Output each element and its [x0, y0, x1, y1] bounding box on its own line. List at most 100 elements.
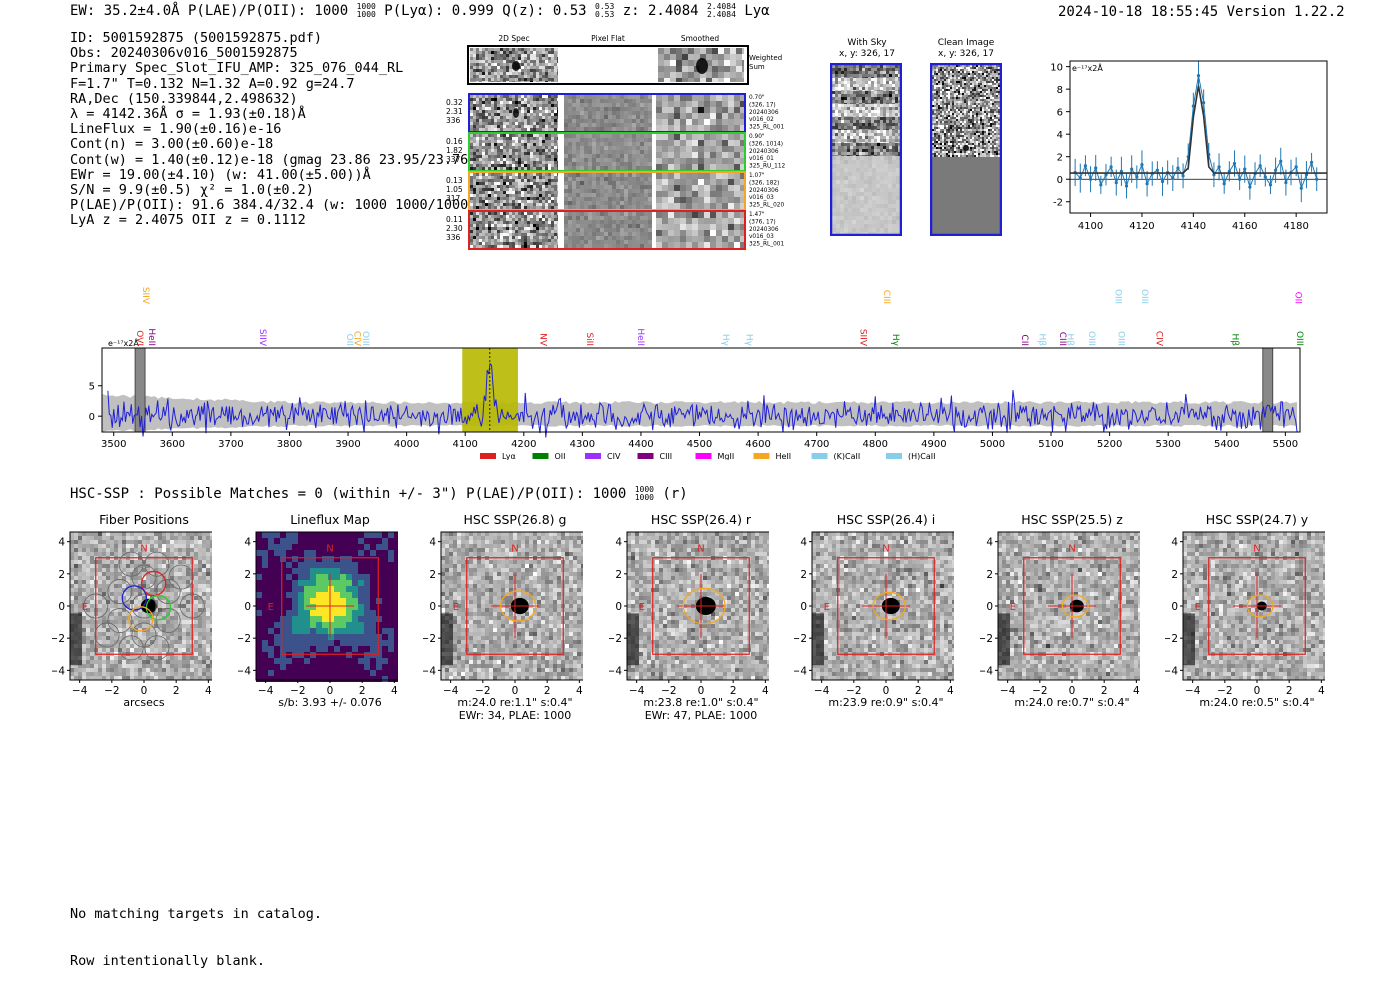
- fiber-left-label: 336: [446, 116, 461, 125]
- lineflux-cell: [286, 610, 292, 616]
- north-label: N: [1253, 544, 1260, 555]
- lineflux-cell: [292, 604, 298, 610]
- zoom-data-point: [1089, 178, 1092, 181]
- lineflux-cell: [274, 658, 280, 664]
- lineflux-cell: [298, 550, 304, 556]
- cutout-edge-source: [441, 613, 453, 665]
- lineflux-cell: [340, 586, 346, 592]
- lineflux-cell: [382, 646, 388, 652]
- lineflux-cell: [388, 658, 394, 664]
- lineflux-cell: [322, 646, 328, 652]
- lineflux-cell: [334, 640, 340, 646]
- lineflux-cell: [376, 532, 382, 538]
- lineflux-cell: [364, 610, 370, 616]
- lineflux-cell: [334, 532, 340, 538]
- lineflux-cell: [388, 676, 394, 682]
- lineflux-cell: [292, 640, 298, 646]
- lineflux-cell: [334, 538, 340, 544]
- lineflux-cell: [370, 640, 376, 646]
- spectrum-xtick-label: 4700: [804, 439, 829, 450]
- zoom-data-point: [1310, 161, 1313, 164]
- zoom-xtick-label: 4160: [1232, 221, 1257, 232]
- lineflux-cell: [262, 658, 268, 664]
- lineflux-cell: [316, 640, 322, 646]
- lineflux-cell: [292, 664, 298, 670]
- fiber-right-label: (326, 182): [749, 180, 779, 186]
- spectrum-line-label: Hβ: [1065, 333, 1075, 346]
- lineflux-cell: [376, 664, 382, 670]
- lineflux-cell: [286, 664, 292, 670]
- lineflux-cell: [370, 556, 376, 562]
- lineflux-cell: [328, 622, 334, 628]
- info-line: EWr = 19.00(±4.10) (w: 41.00(±5.00))Å: [70, 168, 476, 183]
- spectrum-xtick-label: 5100: [1038, 439, 1063, 450]
- lineflux-cell: [292, 538, 298, 544]
- lineflux-cell: [394, 616, 398, 622]
- zoom-ytick-label: 10: [1050, 63, 1063, 74]
- lineflux-cell: [358, 562, 364, 568]
- lineflux-cell: [346, 532, 352, 538]
- lineflux-cell: [316, 622, 322, 628]
- lineflux-cell: [280, 580, 286, 586]
- lineflux-cell: [364, 574, 370, 580]
- lineflux-cell: [316, 610, 322, 616]
- lineflux-cell: [376, 616, 382, 622]
- cutout-ytick-label: −4: [794, 665, 807, 677]
- fiber-right-label: 1.47": [749, 212, 765, 218]
- zoom-data-point: [1264, 175, 1267, 178]
- lineflux-cell: [388, 634, 394, 640]
- lineflux-cell: [388, 604, 394, 610]
- sky-band: [832, 130, 900, 143]
- lineflux-cell: [376, 622, 382, 628]
- info-line: RA,Dec (150.339844,2.498632): [70, 92, 476, 107]
- lineflux-cell: [370, 670, 376, 676]
- lineflux-cell: [310, 574, 316, 580]
- lineflux-cell: [280, 556, 286, 562]
- cutout-ytick-label: −2: [423, 633, 436, 645]
- east-label: E: [453, 602, 459, 613]
- lineflux-cell: [352, 592, 358, 598]
- spectrum-line-label: HeII: [635, 328, 645, 346]
- lineflux-cell: [322, 586, 328, 592]
- lineflux-cell: [304, 580, 310, 586]
- east-label: E: [1195, 602, 1201, 613]
- footer-line-2: Row intentionally blank.: [70, 954, 322, 970]
- lineflux-cell: [256, 556, 262, 562]
- cutout-edge-source: [998, 613, 1010, 665]
- lineflux-cell: [286, 658, 292, 664]
- cutout-ytick-label: 4: [800, 537, 807, 549]
- lineflux-cell: [280, 598, 286, 604]
- lineflux-cell: [262, 634, 268, 640]
- lineflux-cell: [382, 592, 388, 598]
- lineflux-cell: [364, 652, 370, 658]
- lineflux-cell: [280, 646, 286, 652]
- lineflux-cell: [364, 604, 370, 610]
- lineflux-cell: [328, 616, 334, 622]
- spectrum-xtick-label: 4800: [863, 439, 888, 450]
- lineflux-cell: [310, 670, 316, 676]
- zoom-ytick-label: 2: [1057, 153, 1063, 164]
- lineflux-cell: [382, 604, 388, 610]
- lineflux-cell: [262, 574, 268, 580]
- lineflux-cell: [316, 538, 322, 544]
- cutout-ytick-label: 4: [244, 537, 251, 549]
- lineflux-cell: [358, 616, 364, 622]
- zoom-data-point: [1161, 180, 1164, 183]
- lineflux-cell: [370, 616, 376, 622]
- lineflux-cell: [358, 652, 364, 658]
- lineflux-cell: [286, 628, 292, 634]
- lineflux-cell: [274, 532, 280, 538]
- lineflux-cell: [382, 658, 388, 664]
- cutout-ytick-label: 2: [58, 569, 65, 581]
- lineflux-cell: [322, 574, 328, 580]
- lineflux-cell: [334, 604, 340, 610]
- lineflux-cell: [274, 556, 280, 562]
- lineflux-cell: [298, 658, 304, 664]
- lineflux-cell: [292, 610, 298, 616]
- lineflux-cell: [334, 610, 340, 616]
- lineflux-cell: [268, 616, 274, 622]
- lineflux-cell: [364, 532, 370, 538]
- lineflux-cell: [352, 622, 358, 628]
